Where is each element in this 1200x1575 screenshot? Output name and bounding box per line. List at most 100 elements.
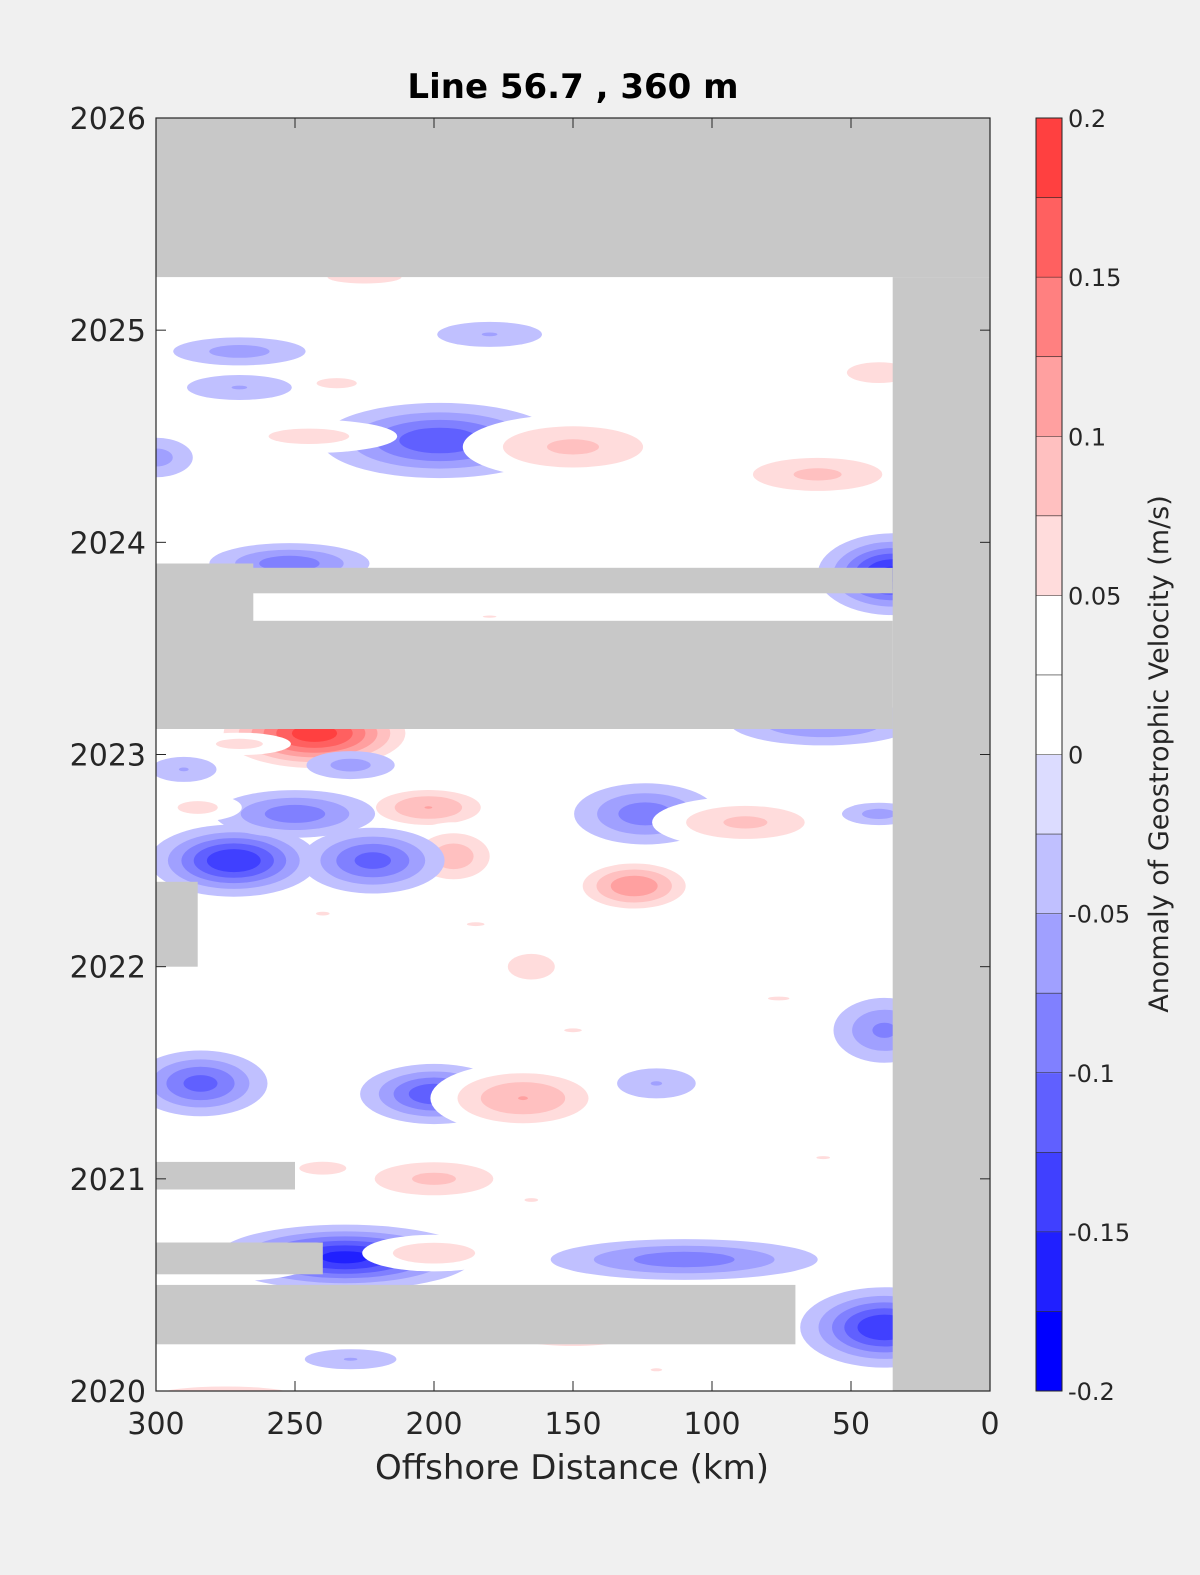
- anomaly-feature: [156, 1380, 341, 1391]
- no-data-region: [156, 1242, 323, 1275]
- anomaly-contour-band: [481, 332, 498, 337]
- x-tick-label: 0: [980, 1407, 999, 1442]
- anomaly-feature: [514, 1017, 632, 1043]
- anomaly-contour-band: [178, 767, 189, 772]
- anomaly-contour-band: [633, 1251, 735, 1268]
- x-tick-label: 300: [127, 1407, 184, 1442]
- no-data-layer: [156, 118, 990, 1391]
- anomaly-feature: [437, 321, 542, 347]
- colorbar-blocks: [1036, 118, 1062, 1392]
- colorbar-tick-label: 0: [1068, 742, 1083, 770]
- colorbar-block: [1036, 118, 1062, 199]
- anomaly-feature: [156, 437, 193, 478]
- anomaly-feature: [301, 827, 445, 894]
- colorbar-tick-label: 0.15: [1068, 264, 1121, 292]
- anomaly-contour-band: [424, 806, 433, 809]
- anomaly-feature: [214, 790, 376, 838]
- no-data-region: [156, 1284, 796, 1345]
- anomaly-feature: [652, 796, 839, 849]
- anomaly-feature: [340, 1152, 528, 1205]
- anomaly-feature: [354, 782, 503, 833]
- anomaly-feature: [156, 793, 242, 822]
- anomaly-contour-band: [209, 345, 270, 358]
- anomaly-feature: [187, 375, 292, 400]
- y-tick-label: 2024: [70, 526, 146, 561]
- y-tick-label: 2020: [70, 1375, 146, 1410]
- x-axis-label: Offshore Distance (km): [375, 1448, 769, 1488]
- anomaly-contour-band: [321, 1251, 369, 1264]
- y-tick-label: 2021: [70, 1163, 146, 1198]
- anomaly-contour-band: [268, 428, 350, 444]
- anomaly-feature: [462, 414, 684, 480]
- anomaly-contour-band: [215, 738, 263, 750]
- anomaly-feature: [550, 1239, 818, 1280]
- colorbar-block: [1036, 595, 1062, 676]
- y-tick-label: 2023: [70, 739, 146, 774]
- colorbar-tick-label: -0.05: [1068, 901, 1130, 929]
- anomaly-feature: [617, 1068, 696, 1099]
- anomaly-contour-band: [177, 801, 218, 814]
- colorbar-block: [1036, 674, 1062, 755]
- anomaly-feature: [271, 1154, 375, 1183]
- y-axis: 2020 2021 2022 2023 2024 2025 2026: [70, 102, 990, 1410]
- colorbar-tick-label: 0.2: [1068, 105, 1106, 133]
- anomaly-contour-band: [392, 1242, 476, 1264]
- anomaly-feature: [187, 732, 291, 756]
- colorbar-block: [1036, 356, 1062, 437]
- colorbar-block: [1036, 1072, 1062, 1153]
- no-data-region: [892, 277, 990, 1391]
- anomaly-feature: [485, 1187, 578, 1213]
- colorbar-label: Anomaly of Geostrophic Velocity (m/s): [1144, 495, 1175, 1013]
- y-tick-label: 2022: [70, 951, 146, 986]
- colorbar-tick-label: -0.15: [1068, 1219, 1130, 1247]
- anomaly-contour-band: [259, 555, 320, 572]
- y-tick-label: 2026: [70, 102, 146, 137]
- anomaly-feature: [306, 751, 395, 780]
- anomaly-contour-band: [482, 615, 497, 618]
- anomaly-contour-band: [547, 439, 599, 455]
- anomaly-feature: [706, 986, 851, 1011]
- colorbar-block: [1036, 436, 1062, 517]
- anomaly-feature: [292, 372, 381, 395]
- colorbar-tick-label: 0.05: [1068, 582, 1121, 610]
- anomaly-contour-band: [354, 852, 391, 869]
- no-data-region: [156, 567, 893, 594]
- colorbar-block: [1036, 834, 1062, 915]
- anomaly-contour-band: [816, 1156, 830, 1160]
- anomaly-contour-band: [518, 1096, 528, 1101]
- anomaly-contour-band: [316, 911, 330, 916]
- x-tick-label: 200: [405, 1407, 462, 1442]
- anomaly-contour-band: [316, 378, 357, 389]
- colorbar-block: [1036, 277, 1062, 358]
- anomaly-feature: [156, 756, 217, 782]
- no-data-region: [156, 1161, 295, 1190]
- x-tick-label: 250: [266, 1407, 323, 1442]
- x-tick-label: 50: [832, 1407, 870, 1442]
- anomaly-contour-band: [768, 996, 790, 1001]
- anomaly-feature: [715, 448, 920, 501]
- colorbar: 0.2 0.15 0.1 0.05 0 -0.05 -0.1 -0.15 -0.2 Anomal…: [1035, 105, 1175, 1406]
- colorbar-frame: [1035, 117, 1063, 1392]
- anomaly-contour-band: [231, 385, 248, 390]
- colorbar-block: [1036, 1311, 1062, 1392]
- colorbar-block: [1036, 197, 1062, 278]
- anomaly-contour-band: [183, 1075, 218, 1092]
- anomaly-feature: [617, 1359, 696, 1380]
- x-tick-label: 100: [683, 1407, 740, 1442]
- anomaly-feature: [156, 1050, 268, 1117]
- anomaly-contour-band: [206, 849, 261, 873]
- plot-area: [155, 117, 991, 1392]
- anomaly-feature: [304, 1349, 397, 1370]
- anomaly-feature: [416, 911, 535, 937]
- colorbar-block: [1036, 993, 1062, 1074]
- anomaly-contour-band: [610, 875, 658, 897]
- y-tick-label: 2025: [70, 314, 146, 349]
- anomaly-contour-band: [330, 758, 371, 772]
- anomaly-contour-band: [412, 1172, 456, 1185]
- anomaly-feature: [479, 938, 583, 995]
- anomaly-contour-band: [650, 1368, 663, 1372]
- colorbar-block: [1036, 913, 1062, 994]
- anomaly-feature: [443, 609, 536, 625]
- anomaly-contour-band: [299, 1161, 347, 1175]
